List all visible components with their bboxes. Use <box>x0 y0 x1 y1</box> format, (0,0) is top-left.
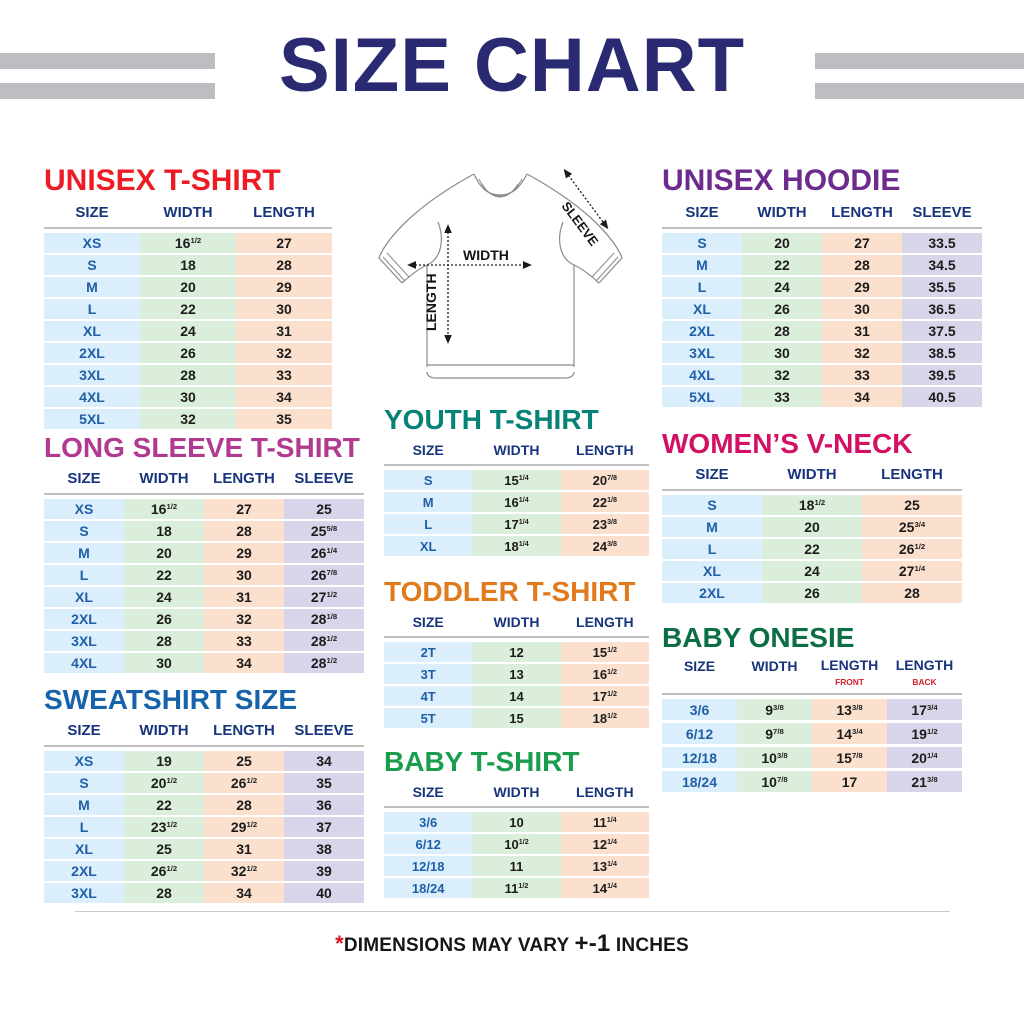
svg-text:WIDTH: WIDTH <box>463 247 509 263</box>
svg-text:SLEEVE: SLEEVE <box>559 199 602 249</box>
svg-text:LENGTH: LENGTH <box>423 273 439 331</box>
